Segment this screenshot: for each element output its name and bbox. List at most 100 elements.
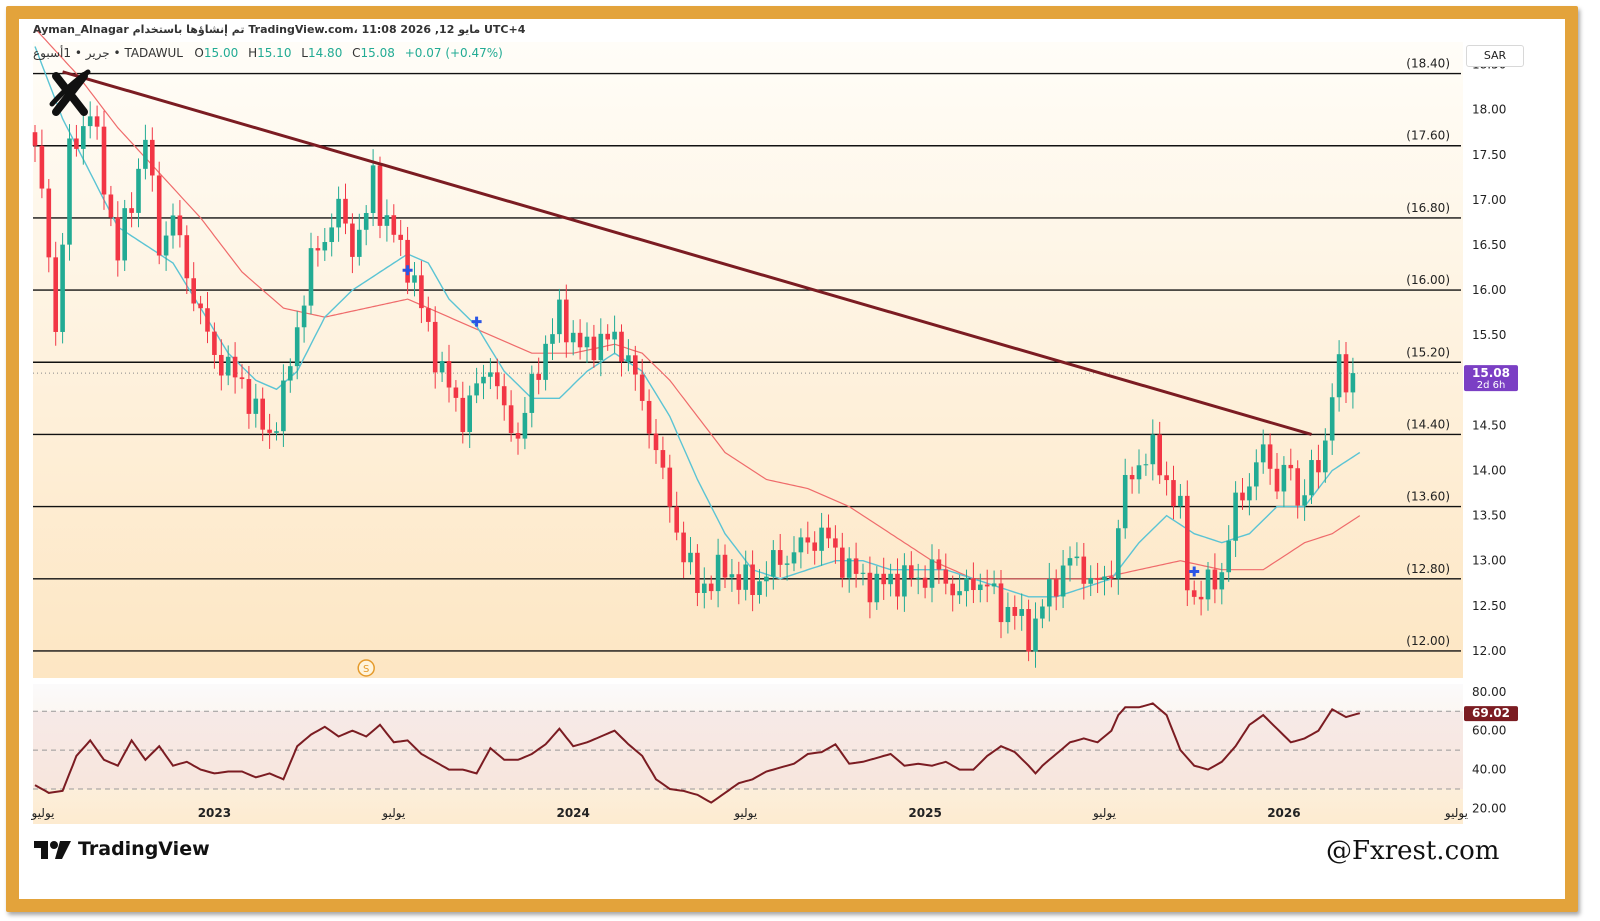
candle[interactable] bbox=[322, 227, 328, 261]
candle[interactable] bbox=[460, 381, 466, 444]
candle[interactable] bbox=[315, 235, 321, 267]
candle[interactable] bbox=[1226, 525, 1231, 582]
candle[interactable] bbox=[1019, 593, 1024, 631]
candle[interactable] bbox=[508, 390, 514, 442]
candle[interactable] bbox=[39, 129, 45, 199]
candle[interactable] bbox=[557, 288, 562, 343]
candle[interactable] bbox=[943, 553, 949, 595]
candle[interactable] bbox=[1281, 456, 1287, 508]
candle[interactable] bbox=[1254, 449, 1259, 501]
candle[interactable] bbox=[239, 364, 245, 389]
candle[interactable] bbox=[626, 339, 631, 372]
candle[interactable] bbox=[902, 553, 907, 612]
candle[interactable] bbox=[1205, 562, 1211, 611]
candle[interactable] bbox=[598, 318, 604, 377]
candle[interactable] bbox=[1122, 458, 1128, 539]
candle[interactable] bbox=[170, 203, 176, 249]
candle[interactable] bbox=[474, 367, 479, 404]
candle[interactable] bbox=[232, 342, 238, 394]
candle[interactable] bbox=[453, 380, 459, 412]
candle[interactable] bbox=[1198, 580, 1204, 616]
currency-button[interactable]: SAR bbox=[1466, 45, 1524, 67]
candle[interactable] bbox=[584, 322, 590, 364]
candle[interactable] bbox=[1274, 452, 1280, 500]
candle[interactable] bbox=[1171, 465, 1176, 520]
candle[interactable] bbox=[81, 113, 86, 165]
candle[interactable] bbox=[1185, 480, 1190, 607]
candle[interactable] bbox=[391, 204, 397, 243]
candle[interactable] bbox=[1157, 421, 1162, 484]
candle[interactable] bbox=[336, 186, 341, 242]
candle[interactable] bbox=[150, 127, 155, 192]
candle[interactable] bbox=[225, 345, 231, 386]
candle[interactable] bbox=[1336, 340, 1342, 412]
candle[interactable] bbox=[1219, 562, 1225, 605]
candle[interactable] bbox=[543, 335, 548, 391]
candle[interactable] bbox=[439, 351, 445, 382]
candle[interactable] bbox=[32, 124, 38, 162]
candle[interactable] bbox=[1267, 433, 1273, 485]
candle[interactable] bbox=[1109, 560, 1114, 588]
candle[interactable] bbox=[688, 536, 693, 575]
candle[interactable] bbox=[1164, 461, 1169, 496]
candle[interactable] bbox=[177, 200, 183, 248]
candle[interactable] bbox=[267, 413, 272, 449]
candle[interactable] bbox=[67, 124, 72, 261]
candle[interactable] bbox=[53, 241, 58, 346]
candle[interactable] bbox=[846, 547, 852, 593]
candle[interactable] bbox=[288, 358, 293, 393]
candle[interactable] bbox=[715, 538, 721, 608]
candle[interactable] bbox=[771, 540, 776, 590]
candle[interactable] bbox=[764, 561, 769, 597]
candle[interactable] bbox=[357, 213, 362, 266]
candle[interactable] bbox=[978, 573, 983, 603]
candle[interactable] bbox=[964, 569, 969, 607]
candle[interactable] bbox=[308, 232, 314, 315]
candle[interactable] bbox=[667, 454, 673, 523]
candle[interactable] bbox=[1260, 429, 1266, 474]
candle[interactable] bbox=[674, 491, 679, 541]
candle[interactable] bbox=[212, 322, 217, 369]
candle[interactable] bbox=[536, 357, 541, 395]
candle[interactable] bbox=[377, 156, 383, 239]
candle[interactable] bbox=[274, 422, 279, 441]
candle[interactable] bbox=[350, 213, 355, 274]
candle[interactable] bbox=[950, 575, 955, 612]
candle[interactable] bbox=[495, 358, 500, 400]
candle[interactable] bbox=[405, 226, 410, 295]
candle[interactable] bbox=[915, 563, 921, 595]
candle[interactable] bbox=[1212, 553, 1218, 604]
candle[interactable] bbox=[1302, 479, 1307, 521]
candle[interactable] bbox=[412, 261, 417, 297]
candle[interactable] bbox=[1136, 449, 1142, 494]
candle[interactable] bbox=[860, 563, 866, 586]
candle[interactable] bbox=[874, 566, 880, 610]
candle[interactable] bbox=[115, 201, 121, 277]
candle[interactable] bbox=[639, 358, 645, 411]
candle[interactable] bbox=[922, 565, 928, 599]
candle[interactable] bbox=[1295, 460, 1300, 519]
candle[interactable] bbox=[550, 318, 555, 361]
candle[interactable] bbox=[929, 544, 935, 603]
candle[interactable] bbox=[936, 549, 942, 584]
candle[interactable] bbox=[1081, 542, 1087, 600]
candle[interactable] bbox=[1343, 342, 1349, 404]
candle[interactable] bbox=[219, 339, 224, 391]
candle[interactable] bbox=[488, 358, 493, 390]
candle[interactable] bbox=[515, 422, 521, 455]
candle[interactable] bbox=[909, 551, 914, 587]
candle[interactable] bbox=[833, 525, 838, 564]
candle[interactable] bbox=[853, 542, 859, 588]
candle[interactable] bbox=[895, 558, 900, 610]
candle[interactable] bbox=[1247, 473, 1252, 516]
candle[interactable] bbox=[1150, 419, 1156, 481]
candle[interactable] bbox=[736, 561, 742, 605]
candle[interactable] bbox=[432, 306, 438, 389]
candle[interactable] bbox=[1053, 569, 1059, 611]
candle[interactable] bbox=[87, 101, 93, 139]
candle[interactable] bbox=[791, 536, 797, 572]
candle[interactable] bbox=[1060, 549, 1066, 608]
candle[interactable] bbox=[426, 296, 431, 332]
candle[interactable] bbox=[984, 569, 990, 603]
